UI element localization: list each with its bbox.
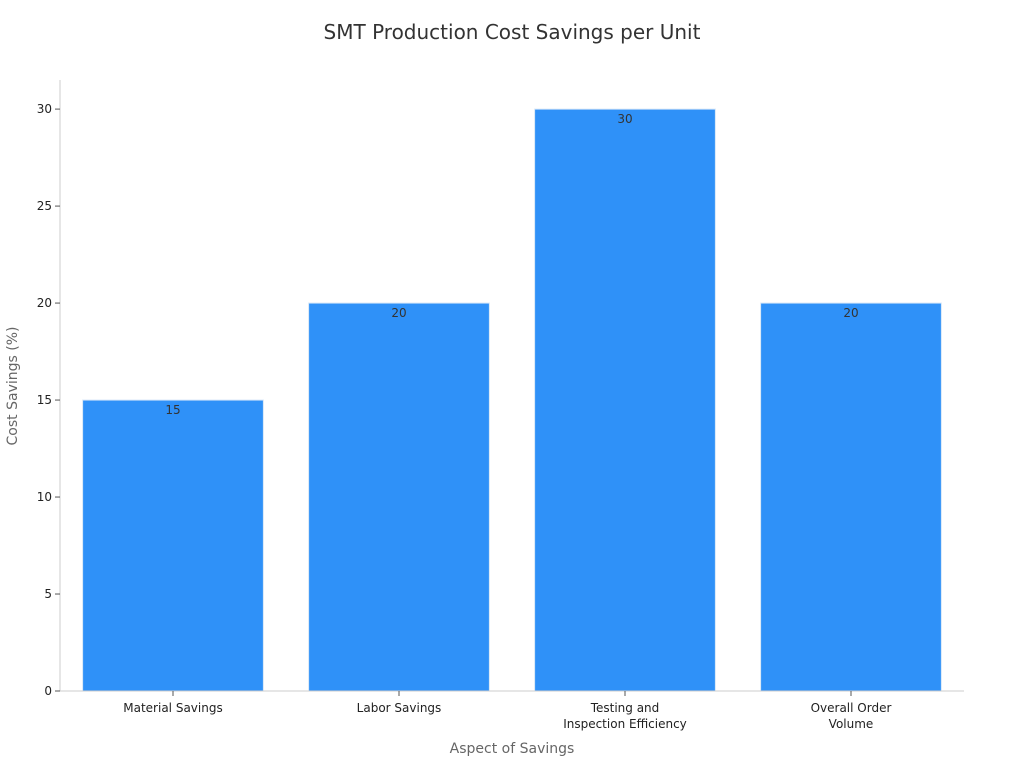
y-tick-label: 20 (37, 296, 52, 310)
y-tick-label: 30 (37, 102, 52, 116)
chart-title: SMT Production Cost Savings per Unit (323, 20, 701, 44)
bar (534, 108, 716, 692)
y-tick-label: 5 (44, 587, 52, 601)
x-tick-label: Inspection Efficiency (563, 717, 687, 731)
x-tick-label: Labor Savings (357, 701, 442, 715)
x-tick-label: Testing and (590, 701, 660, 715)
bar-data-label: 15 (165, 403, 180, 417)
bar (308, 302, 490, 692)
x-tick-label: Overall Order (811, 701, 892, 715)
bar-data-label: 20 (843, 306, 858, 320)
x-axis-label: Aspect of Savings (449, 741, 575, 757)
x-tick-label: Material Savings (123, 701, 222, 715)
y-tick-label: 10 (37, 490, 52, 504)
y-tick-label: 25 (37, 199, 52, 213)
bar (82, 399, 264, 692)
y-tick-label: 0 (44, 684, 52, 698)
bar (760, 302, 942, 692)
x-axis: Material Savings Labor Savings Testing and… (60, 690, 964, 731)
bar-data-label: 20 (391, 306, 406, 320)
bar-data-label: 30 (617, 112, 632, 126)
x-tick-label: Volume (829, 717, 874, 731)
bars-group: 15 20 30 20 (82, 108, 942, 692)
y-tick-label: 15 (37, 393, 52, 407)
y-axis: 0 5 10 15 20 25 30 (37, 80, 61, 698)
